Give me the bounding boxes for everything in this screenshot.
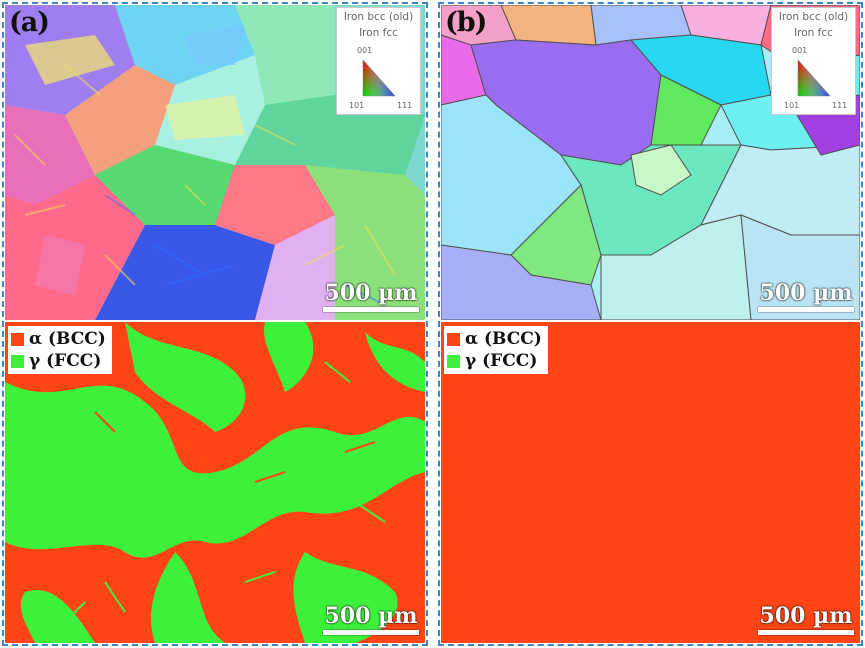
ipf-triangle-icon bbox=[797, 59, 831, 97]
panel-b-frame bbox=[438, 2, 863, 646]
scale-bar-label: 500 µm bbox=[759, 280, 853, 306]
scale-bar-line bbox=[758, 307, 854, 312]
phase-map-a-image bbox=[5, 322, 425, 643]
scale-bar-line bbox=[323, 630, 419, 635]
gamma-label: γ (FCC) bbox=[465, 351, 538, 371]
ipf-color-key-b: Iron bcc (old) Iron fcc 001 101 111 bbox=[771, 7, 856, 115]
ipf-map-a: (a) Iron bcc (old) Iron fcc 001 101 111 … bbox=[5, 5, 425, 320]
phase-legend-alpha: α (BCC) bbox=[11, 328, 106, 350]
phase-legend-a: α (BCC) γ (FCC) bbox=[8, 326, 112, 374]
alpha-swatch bbox=[447, 332, 460, 346]
ipf-key-corner-001: 001 bbox=[792, 46, 808, 55]
ipf-key-title-bcc: Iron bcc (old) bbox=[778, 11, 849, 23]
alpha-label: α (BCC) bbox=[465, 329, 542, 349]
panel-label-b: (b) bbox=[445, 7, 487, 38]
ipf-map-b: (b) Iron bcc (old) Iron fcc 001 101 111 … bbox=[441, 5, 860, 320]
scale-bar-b-bottom: 500 µm bbox=[758, 604, 854, 635]
scale-bar-b-top: 500 µm bbox=[758, 281, 854, 312]
phase-legend-gamma: γ (FCC) bbox=[447, 350, 542, 372]
scale-bar-line bbox=[758, 630, 854, 635]
ipf-key-corner-111: 111 bbox=[832, 101, 848, 110]
phase-legend-gamma: γ (FCC) bbox=[11, 350, 106, 372]
panel-label-a: (a) bbox=[9, 7, 50, 38]
ipf-key-corner-101: 101 bbox=[349, 101, 365, 110]
scale-bar-a-top: 500 µm bbox=[323, 281, 419, 312]
panel-a-frame bbox=[2, 2, 428, 646]
scale-bar-label: 500 µm bbox=[324, 280, 418, 306]
ipf-map-a-image bbox=[5, 5, 425, 320]
ipf-triangle-icon bbox=[362, 59, 396, 97]
phase-legend-b: α (BCC) γ (FCC) bbox=[444, 326, 548, 374]
scale-bar-a-bottom: 500 µm bbox=[323, 604, 419, 635]
gamma-swatch bbox=[447, 354, 460, 368]
ipf-key-title-fcc: Iron fcc bbox=[359, 27, 398, 39]
scale-bar-label: 500 µm bbox=[324, 603, 418, 629]
alpha-swatch bbox=[11, 332, 24, 346]
scale-bar-line bbox=[323, 307, 419, 312]
ipf-key-corner-101: 101 bbox=[784, 101, 800, 110]
alpha-label: α (BCC) bbox=[29, 329, 106, 349]
ipf-key-title-fcc: Iron fcc bbox=[794, 27, 833, 39]
phase-map-a: α (BCC) γ (FCC) 500 µm bbox=[5, 322, 425, 643]
phase-map-b: α (BCC) γ (FCC) 500 µm bbox=[441, 322, 860, 643]
gamma-label: γ (FCC) bbox=[29, 351, 102, 371]
ipf-color-key-a: Iron bcc (old) Iron fcc 001 101 111 bbox=[336, 7, 421, 115]
gamma-swatch bbox=[11, 354, 24, 368]
scale-bar-label: 500 µm bbox=[759, 603, 853, 629]
ipf-key-corner-001: 001 bbox=[357, 46, 373, 55]
phase-legend-alpha: α (BCC) bbox=[447, 328, 542, 350]
ipf-key-title-bcc: Iron bcc (old) bbox=[343, 11, 414, 23]
ipf-key-corner-111: 111 bbox=[397, 101, 413, 110]
